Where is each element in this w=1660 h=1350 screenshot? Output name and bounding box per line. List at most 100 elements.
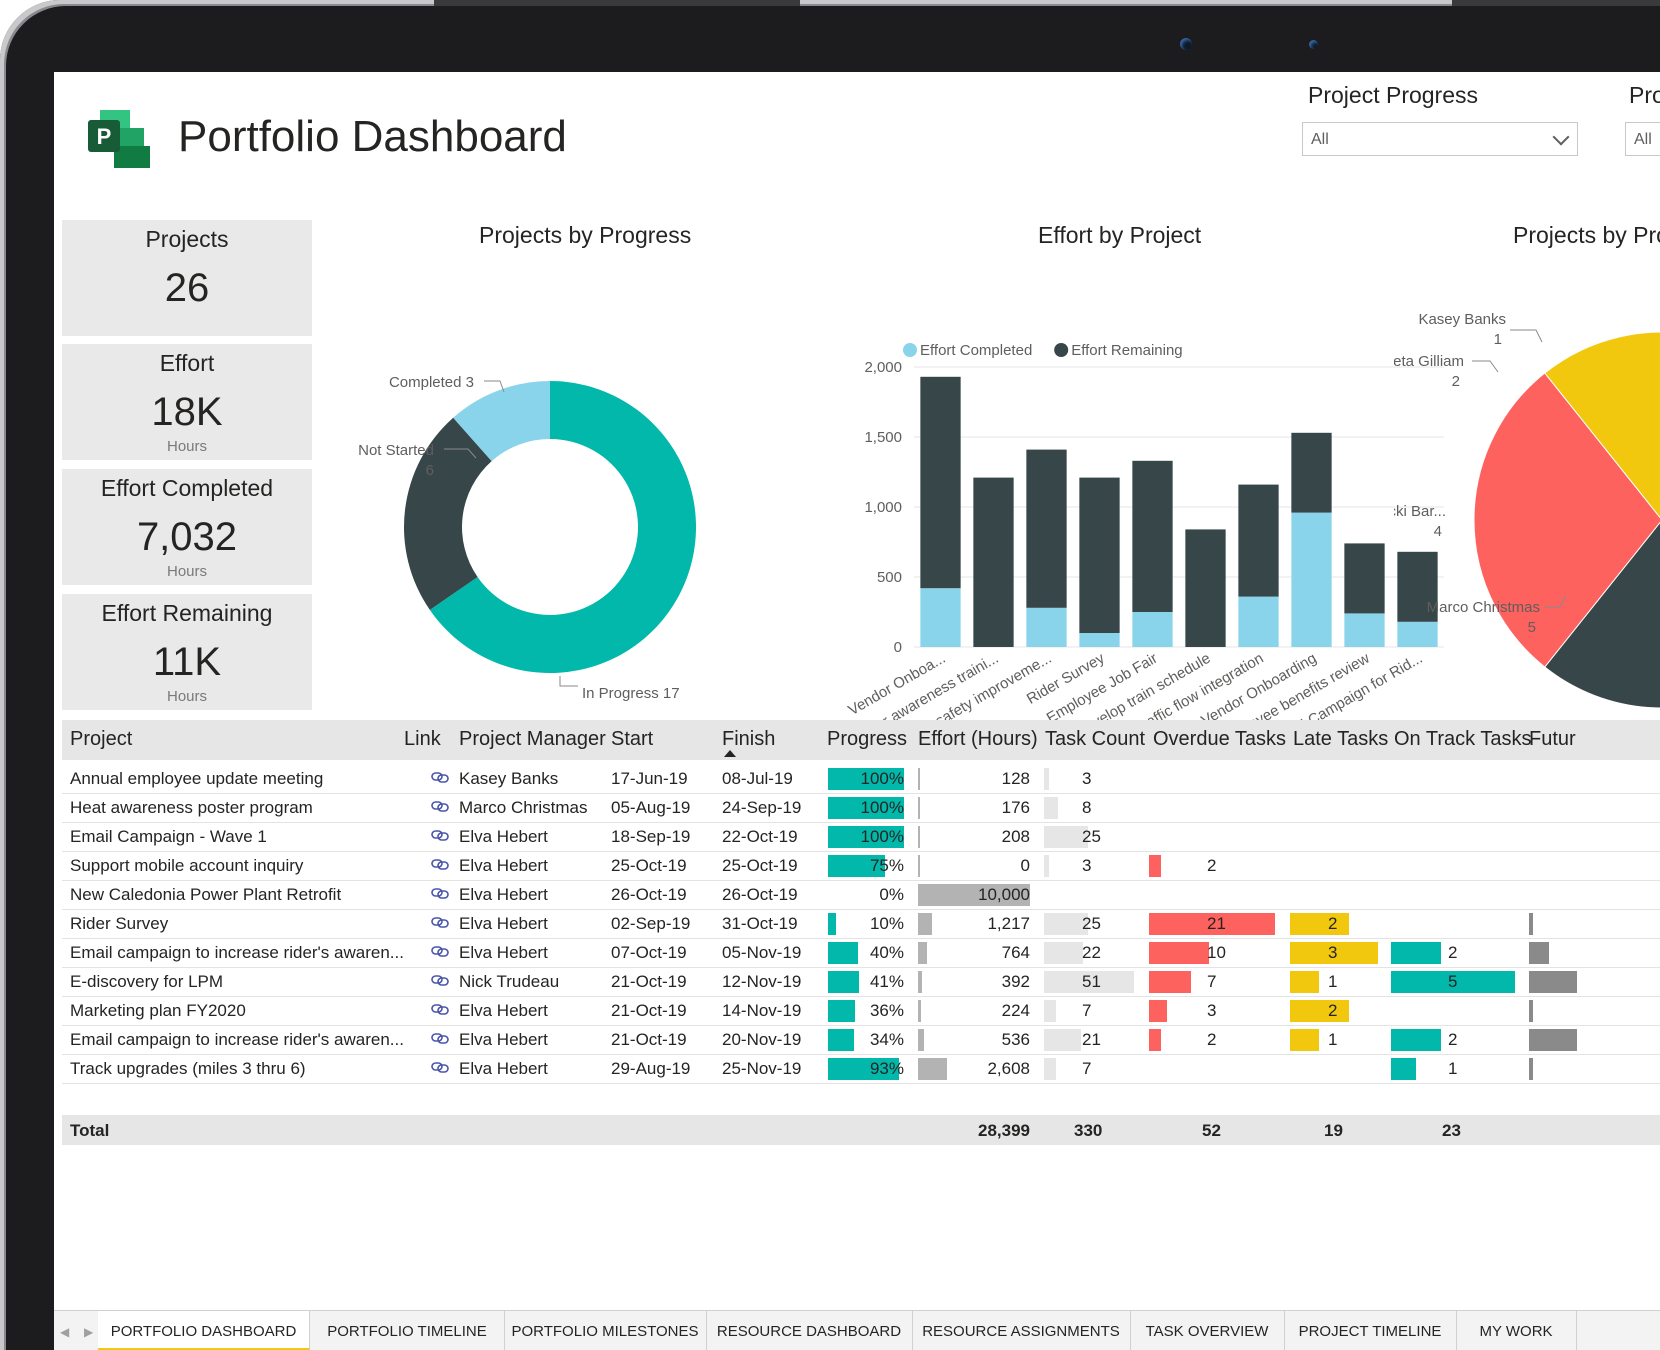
progress-bar: [828, 971, 860, 993]
bar-segment[interactable]: [1026, 607, 1067, 647]
tab-task-overview[interactable]: TASK OVERVIEW: [1130, 1311, 1285, 1350]
bar-segment[interactable]: [1185, 529, 1226, 647]
table-row[interactable]: Email Campaign - Wave 1 Elva Hebert 18-Sep…: [62, 822, 1660, 852]
col-overdue[interactable]: Overdue Tasks: [1153, 728, 1287, 750]
cell-finish: 31-Oct-19: [722, 914, 798, 933]
link-icon[interactable]: [431, 800, 449, 812]
tab-portfolio-timeline[interactable]: PORTFOLIO TIMELINE: [310, 1311, 505, 1350]
y-tick-label: 500: [877, 569, 902, 586]
bar-segment[interactable]: [1291, 512, 1332, 647]
bar-segment[interactable]: [1132, 612, 1173, 647]
kpi-card-effort-completed[interactable]: Effort Completed 7,032 Hours: [62, 469, 312, 585]
col-late[interactable]: Late Tasks: [1293, 728, 1389, 750]
col-link[interactable]: Link: [404, 728, 441, 750]
cell-late: 2: [1328, 914, 1338, 933]
table-row[interactable]: Heat awareness poster program Marco Chris…: [62, 793, 1660, 823]
link-icon[interactable]: [431, 1061, 449, 1073]
tab-portfolio-dashboard[interactable]: PORTFOLIO DASHBOARD: [98, 1311, 310, 1350]
bar-segment[interactable]: [1397, 621, 1438, 647]
bar-segment[interactable]: [1132, 460, 1173, 612]
sort-ascending-icon: [724, 750, 736, 757]
donut-slice[interactable]: [429, 381, 696, 673]
filter-dropdown-2[interactable]: All: [1625, 122, 1660, 156]
kpi-card-effort-remaining[interactable]: Effort Remaining 11K Hours: [62, 594, 312, 710]
link-icon[interactable]: [431, 916, 449, 928]
bar-segment[interactable]: [1344, 543, 1385, 614]
bar-segment[interactable]: [1079, 477, 1120, 633]
cell-start: 26-Oct-19: [611, 885, 687, 904]
donut-slice[interactable]: [404, 417, 492, 610]
table-row[interactable]: Email campaign to increase rider's aware…: [62, 1025, 1660, 1055]
table-row[interactable]: Track upgrades (miles 3 thru 6) Elva Hebe…: [62, 1054, 1660, 1084]
bar-segment[interactable]: [920, 588, 961, 647]
table-row[interactable]: New Caledonia Power Plant Retrofit Elva H…: [62, 880, 1660, 910]
col-manager[interactable]: Project Manager: [459, 728, 606, 750]
cell-manager: Elva Hebert: [459, 943, 548, 962]
bar-segment[interactable]: [1291, 432, 1332, 513]
cell-manager: Elva Hebert: [459, 885, 548, 904]
bar-segment[interactable]: [1026, 449, 1067, 608]
bar-segment[interactable]: [1238, 596, 1279, 647]
bar-segment[interactable]: [1238, 484, 1279, 597]
col-on-track[interactable]: On Track Tasks: [1394, 728, 1532, 750]
table-row[interactable]: Email campaign to increase rider's aware…: [62, 938, 1660, 968]
table-body: Annual employee update meeting Kasey Bank…: [62, 764, 1660, 1115]
tab-my-work[interactable]: MY WORK: [1456, 1311, 1577, 1350]
kpi-card-effort[interactable]: Effort 18K Hours: [62, 344, 312, 460]
bar-segment[interactable]: [973, 477, 1014, 647]
filter-label-2: Pro: [1629, 82, 1660, 108]
cell-project: Track upgrades (miles 3 thru 6): [70, 1059, 306, 1078]
col-progress[interactable]: Progress: [827, 728, 908, 750]
pie-slice[interactable]: [1544, 331, 1660, 520]
legend-label[interactable]: Effort Remaining: [1071, 342, 1182, 359]
link-icon[interactable]: [431, 974, 449, 986]
total-overdue: 52: [1202, 1121, 1221, 1140]
tab-scroll-left-icon[interactable]: ◀: [60, 1325, 70, 1339]
tab-resource-dashboard[interactable]: RESOURCE DASHBOARD: [706, 1311, 913, 1350]
donut-slice[interactable]: [453, 381, 550, 462]
legend-label[interactable]: Effort Completed: [920, 342, 1032, 359]
link-icon[interactable]: [431, 771, 449, 783]
col-effort[interactable]: Effort (Hours): [918, 728, 1038, 750]
cell-manager: Kasey Banks: [459, 769, 559, 788]
leader-line: [444, 448, 477, 459]
bar-segment[interactable]: [1397, 551, 1438, 622]
link-icon[interactable]: [431, 1003, 449, 1015]
table-row[interactable]: E-discovery for LPM Nick Trudeau 21-Oct-19…: [62, 967, 1660, 997]
bar-segment[interactable]: [1079, 633, 1120, 647]
bar-segment[interactable]: [920, 376, 961, 589]
col-finish[interactable]: Finish: [722, 728, 776, 750]
cell-manager: Elva Hebert: [459, 1059, 548, 1078]
tab-project-timeline[interactable]: PROJECT TIMELINE: [1284, 1311, 1457, 1350]
tab-resource-assignments[interactable]: RESOURCE ASSIGNMENTS: [912, 1311, 1131, 1350]
col-project[interactable]: Project: [70, 728, 133, 750]
table-row[interactable]: Marketing plan FY2020 Elva Hebert 21-Oct-1…: [62, 996, 1660, 1026]
table-row[interactable]: Rider Survey Elva Hebert 02-Sep-19 31-Oct-1…: [62, 909, 1660, 939]
bar-chart[interactable]: Effort Completed Effort Remaining 0 500 1,00…: [844, 257, 1454, 777]
pie-slice[interactable]: [1544, 520, 1660, 709]
col-start[interactable]: Start: [611, 728, 654, 750]
tab-portfolio-milestones[interactable]: PORTFOLIO MILESTONES: [504, 1311, 707, 1350]
col-task-count[interactable]: Task Count: [1045, 728, 1146, 750]
pie-label: Marco Christmas: [1427, 599, 1540, 616]
cell-overdue: 2: [1207, 856, 1217, 875]
link-icon[interactable]: [431, 887, 449, 899]
link-icon[interactable]: [431, 1032, 449, 1044]
cell-finish: 25-Oct-19: [722, 856, 798, 875]
table-row[interactable]: Annual employee update meeting Kasey Bank…: [62, 764, 1660, 794]
filter-dropdown-progress[interactable]: All: [1302, 122, 1578, 156]
donut-chart[interactable]: In Progress 17 Not Started 6 Completed 3: [304, 262, 824, 742]
link-icon[interactable]: [431, 945, 449, 957]
pie-chart[interactable]: Kasey Banks 1 Greta Gilliam 2 Vicki Bar... 4 M…: [1394, 262, 1660, 732]
tab-scroll-right-icon[interactable]: ▶: [84, 1325, 94, 1339]
kpi-card-projects[interactable]: Projects 26: [62, 220, 312, 336]
bar-segment[interactable]: [1344, 613, 1385, 647]
overdue-bar: [1149, 855, 1161, 877]
link-icon[interactable]: [431, 858, 449, 870]
link-icon[interactable]: [431, 829, 449, 841]
col-future[interactable]: Futur: [1529, 728, 1576, 750]
pie-value: 5: [1528, 619, 1536, 636]
cell-manager: Elva Hebert: [459, 827, 548, 846]
pie-slice[interactable]: [1473, 372, 1660, 668]
table-row[interactable]: Support mobile account inquiry Elva Heber…: [62, 851, 1660, 881]
